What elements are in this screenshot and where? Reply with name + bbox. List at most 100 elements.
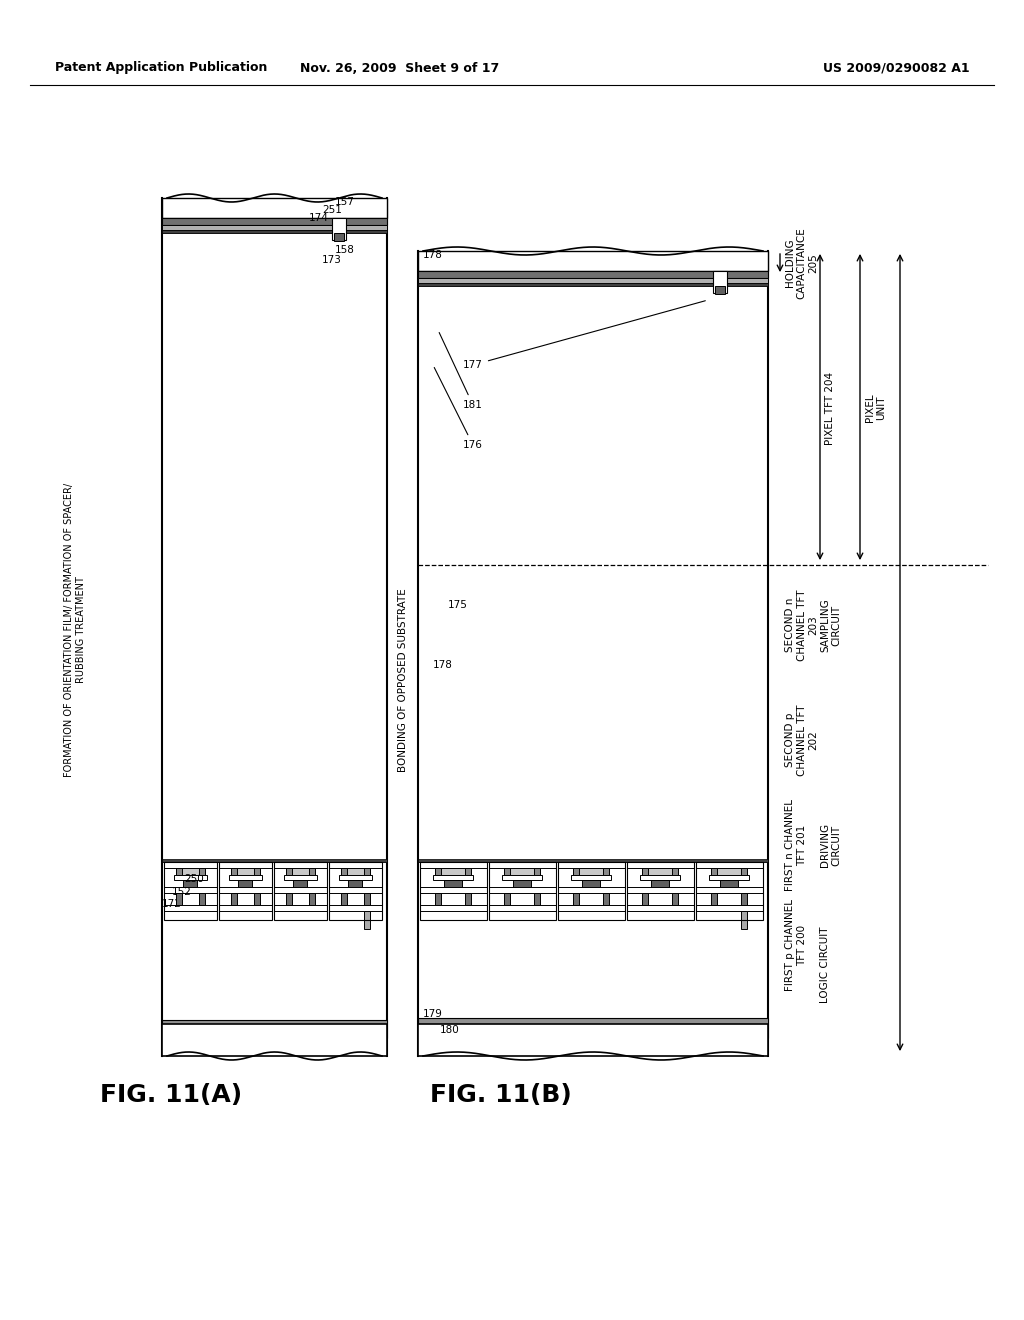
Bar — [642, 869, 648, 875]
Bar — [284, 875, 317, 880]
Text: 157: 157 — [335, 197, 355, 207]
Bar — [627, 862, 694, 920]
Bar — [293, 880, 307, 887]
Bar — [711, 869, 746, 875]
Bar — [162, 234, 387, 862]
Bar — [720, 880, 738, 887]
Text: SECOND p
CHANNEL TFT
202: SECOND p CHANNEL TFT 202 — [785, 705, 818, 776]
Bar — [219, 887, 272, 894]
Bar — [696, 887, 763, 894]
Bar — [502, 875, 542, 880]
Bar — [418, 286, 768, 862]
Bar — [418, 1024, 768, 1056]
Bar — [164, 862, 217, 869]
Bar — [627, 862, 694, 869]
Bar — [162, 230, 387, 234]
Bar — [642, 869, 678, 875]
Bar — [741, 894, 746, 906]
Text: 175: 175 — [449, 601, 468, 610]
Bar — [696, 862, 763, 869]
Bar — [341, 869, 370, 875]
Bar — [274, 862, 327, 869]
Bar — [332, 218, 346, 240]
Bar — [741, 911, 746, 929]
Bar — [711, 894, 717, 906]
Bar — [309, 894, 315, 906]
Bar — [573, 894, 579, 906]
Bar — [696, 906, 763, 911]
Bar — [642, 894, 648, 906]
Bar — [696, 862, 763, 920]
Bar — [341, 894, 347, 906]
Bar — [558, 862, 625, 869]
Bar — [489, 906, 556, 911]
Bar — [627, 887, 694, 894]
Bar — [558, 906, 625, 911]
Bar — [286, 869, 292, 875]
Bar — [329, 862, 382, 920]
Bar — [231, 869, 260, 875]
Bar — [339, 875, 372, 880]
Text: PIXEL
UNIT: PIXEL UNIT — [865, 393, 887, 422]
Bar — [444, 880, 462, 887]
Bar — [573, 869, 609, 875]
Bar — [162, 859, 387, 862]
Bar — [672, 869, 678, 875]
Text: SECOND n
CHANNEL TFT
203: SECOND n CHANNEL TFT 203 — [785, 589, 818, 661]
Bar — [164, 906, 217, 911]
Bar — [254, 869, 260, 875]
Text: 158: 158 — [335, 246, 355, 255]
Bar — [162, 218, 387, 224]
Bar — [219, 862, 272, 920]
Text: Patent Application Publication: Patent Application Publication — [55, 62, 267, 74]
Bar — [329, 887, 382, 894]
Bar — [573, 869, 579, 875]
Text: FIRST n CHANNEL
TFT 201: FIRST n CHANNEL TFT 201 — [785, 799, 807, 891]
Text: 172: 172 — [162, 899, 182, 909]
Bar — [176, 894, 182, 906]
Bar — [571, 875, 611, 880]
Bar — [254, 894, 260, 906]
Bar — [489, 862, 556, 920]
Text: BONDING OF OPPOSED SUBSTRATE: BONDING OF OPPOSED SUBSTRATE — [398, 589, 408, 772]
Bar — [183, 880, 197, 887]
Text: 176: 176 — [434, 367, 483, 450]
Bar — [219, 906, 272, 911]
Bar — [418, 1028, 768, 1038]
Bar — [286, 894, 292, 906]
Bar — [435, 894, 441, 906]
Bar — [627, 906, 694, 911]
Bar — [534, 894, 540, 906]
Bar — [715, 286, 725, 294]
Text: 179: 179 — [423, 1008, 442, 1019]
Bar — [420, 887, 487, 894]
Text: 180: 180 — [440, 1026, 460, 1035]
Bar — [709, 875, 749, 880]
Bar — [418, 282, 768, 286]
Bar — [231, 894, 237, 906]
Text: 181: 181 — [439, 333, 483, 411]
Text: DRIVING
CIRCUIT: DRIVING CIRCUIT — [820, 822, 842, 867]
Bar — [603, 869, 609, 875]
Bar — [274, 862, 327, 920]
Bar — [418, 251, 768, 271]
Bar — [329, 862, 382, 869]
Bar — [162, 224, 387, 230]
Bar — [558, 862, 625, 920]
Bar — [176, 869, 205, 875]
Bar — [603, 894, 609, 906]
Text: FIG. 11(B): FIG. 11(B) — [430, 1082, 571, 1107]
Text: FORMATION OF ORIENTATION FILM/ FORMATION OF SPACER/
RUBBING TREATMENT: FORMATION OF ORIENTATION FILM/ FORMATION… — [65, 483, 86, 777]
Bar — [418, 286, 768, 862]
Bar — [711, 869, 717, 875]
Text: 250: 250 — [184, 874, 204, 884]
Bar — [504, 869, 540, 875]
Bar — [418, 859, 768, 862]
Bar — [176, 869, 182, 875]
Bar — [558, 887, 625, 894]
Bar — [341, 869, 347, 875]
Bar — [199, 894, 205, 906]
Bar — [640, 875, 680, 880]
Text: PIXEL TFT 204: PIXEL TFT 204 — [825, 371, 835, 445]
Bar — [274, 887, 327, 894]
